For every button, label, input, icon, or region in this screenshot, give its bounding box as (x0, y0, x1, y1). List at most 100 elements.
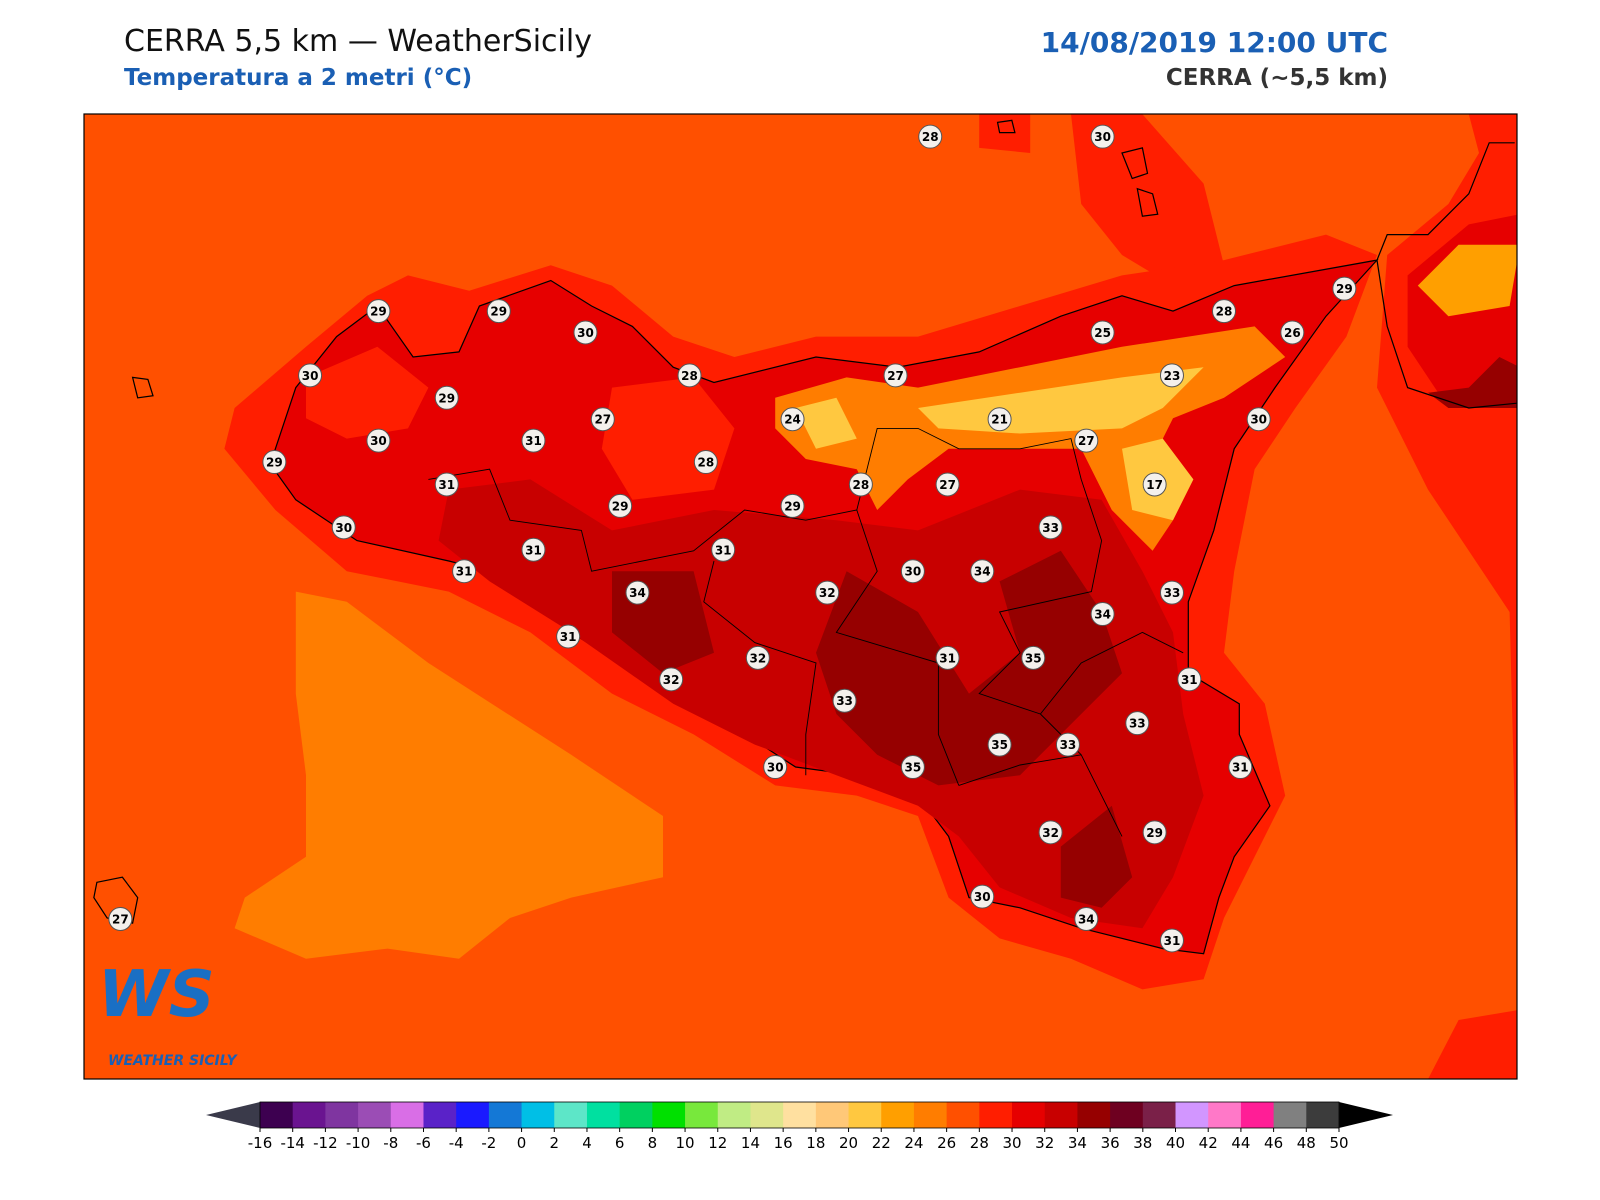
station-marker (900, 755, 925, 780)
model: CERRA (~5,5 km) (1165, 65, 1388, 91)
station-value: 31 (715, 543, 732, 557)
station-value: 29 (612, 499, 629, 513)
station-marker (987, 407, 1012, 432)
station-value: 30 (1250, 413, 1267, 427)
field-area (979, 114, 1224, 286)
colorbar-tick-label: -10 (346, 1134, 371, 1152)
station-value: 29 (1336, 282, 1353, 296)
station-marker (434, 385, 459, 410)
colorbar-bin (358, 1102, 392, 1128)
colorbar-tick-label: 12 (708, 1134, 727, 1152)
station-marker (1212, 299, 1236, 324)
field-area (234, 591, 664, 959)
colorbar-bin (619, 1102, 653, 1128)
station-marker (711, 537, 736, 562)
station-marker (1038, 820, 1063, 845)
station-marker (1280, 320, 1305, 345)
station-value: 33 (1060, 738, 1077, 752)
colorbar-bin (423, 1102, 457, 1128)
station-value: 28 (697, 456, 714, 470)
colorbar-tick-label: 20 (839, 1134, 858, 1152)
station-marker (780, 493, 805, 518)
colorbar-tick-label: 26 (937, 1134, 956, 1152)
station-value: 33 (1042, 521, 1059, 535)
station-marker (763, 755, 788, 780)
station-marker (590, 407, 615, 432)
station-marker (573, 320, 598, 345)
station-value: 30 (905, 565, 922, 579)
station-marker (608, 493, 633, 518)
station-value: 30 (335, 521, 352, 535)
station-marker (987, 732, 1012, 757)
temperature-field (84, 114, 1517, 1079)
station-value: 31 (438, 478, 455, 492)
station-marker (1228, 755, 1253, 780)
station-value: 32 (750, 651, 767, 665)
colorbar: -16 -14 -12 -10 -8 -6 -4 -2 0 2 4 6 8 10 12 14 16 18 20 22 2… (206, 1101, 1393, 1152)
station-marker (1159, 363, 1184, 388)
colorbar-tick-label: 18 (806, 1134, 825, 1152)
station-marker (298, 363, 323, 388)
station-marker (366, 299, 391, 324)
station-marker (625, 580, 650, 605)
colorbar-bin (1012, 1102, 1046, 1128)
station-value: 33 (1129, 717, 1146, 731)
colorbar-bin (946, 1102, 980, 1128)
station-marker (780, 407, 805, 432)
colorbar-tick-label: 46 (1264, 1134, 1283, 1152)
station-value: 35 (991, 738, 1008, 752)
station-marker (1090, 124, 1115, 149)
field-area (795, 367, 1204, 521)
field-area (1407, 214, 1517, 408)
station-value: 31 (939, 651, 956, 665)
station-marker (935, 645, 960, 670)
station-marker (521, 537, 546, 562)
stations: 28 30 29 29 30 30 28 27 25 28 26 29 23 29 30 31 27 24 21 27… (108, 124, 1357, 953)
station-marker (331, 515, 356, 540)
station-value: 29 (784, 499, 801, 513)
field-area (224, 234, 1377, 990)
station-marker (1021, 645, 1046, 670)
sicily (269, 259, 1379, 955)
colorbar-tick-label: 32 (1035, 1134, 1054, 1152)
colorbar-tick-label: 24 (904, 1134, 923, 1152)
station-value: 35 (1025, 651, 1042, 665)
logo-caption: WEATHER SICILY (108, 1053, 239, 1069)
field-area (612, 550, 1133, 908)
colorbar-tick-label: 40 (1166, 1134, 1185, 1152)
field-area (1376, 114, 1517, 1079)
coastline (1376, 142, 1517, 409)
station-marker (970, 884, 995, 909)
field-bg (84, 114, 1517, 1079)
station-value: 30 (302, 369, 319, 383)
colorbar-bin (1306, 1102, 1340, 1128)
colorbar-tick-label: 10 (676, 1134, 695, 1152)
station-value: 27 (112, 913, 129, 927)
province-border (428, 427, 1184, 837)
colorbar-tick-label: 42 (1199, 1134, 1218, 1152)
station-marker (1090, 320, 1115, 345)
colorbar-tick-label: 48 (1297, 1134, 1316, 1152)
station-value: 24 (784, 413, 801, 427)
logo: WS WEATHER SICILY (98, 958, 239, 1069)
station-value: 33 (836, 694, 853, 708)
station-value: 31 (1181, 673, 1198, 687)
colorbar-bin (586, 1102, 621, 1128)
station-value: 33 (1164, 586, 1181, 600)
station-marker (1055, 732, 1080, 757)
colorbar-tick-label: -2 (481, 1134, 496, 1152)
colorbar-frame (259, 1101, 1340, 1129)
colorbar-bin (848, 1102, 882, 1128)
station-value: 23 (1164, 369, 1181, 383)
station-value: 30 (974, 890, 991, 904)
station-marker (1125, 711, 1150, 736)
colorbar-bin (456, 1102, 490, 1128)
colorbar-bin (652, 1102, 686, 1128)
colorbar-tick-label: 38 (1133, 1134, 1152, 1152)
station-value: 35 (905, 761, 922, 775)
station-marker (970, 559, 995, 584)
station-marker (832, 688, 857, 713)
station-marker (521, 428, 546, 453)
station-value: 30 (767, 761, 784, 775)
